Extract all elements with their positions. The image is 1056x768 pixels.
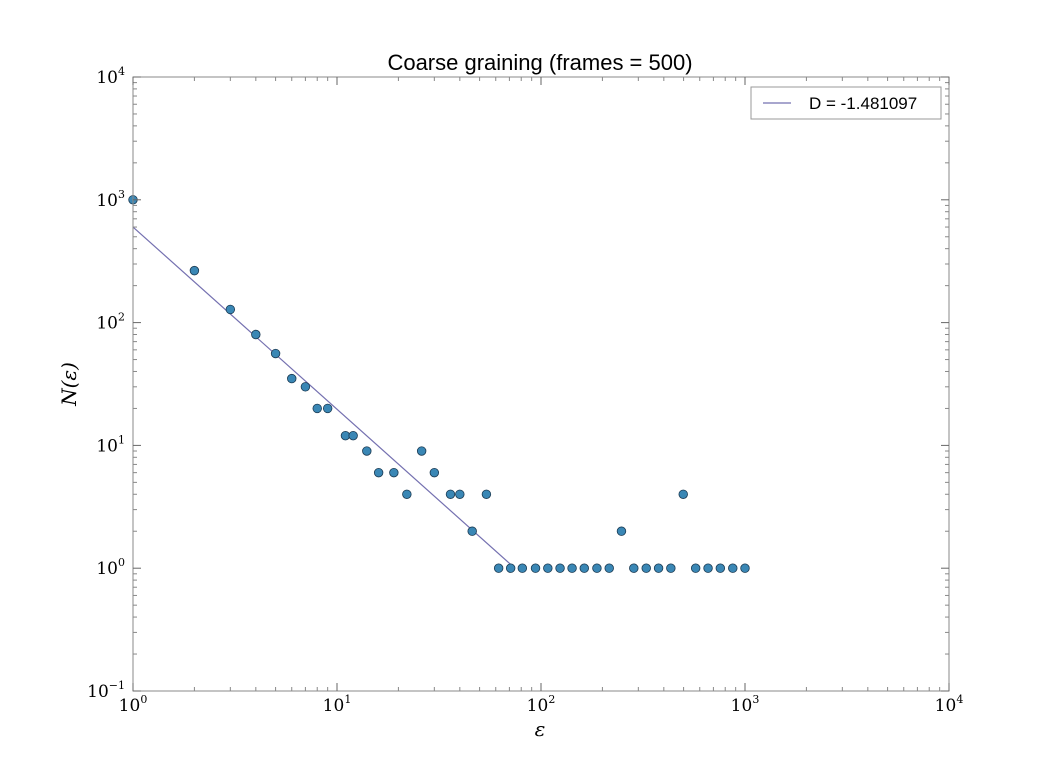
plot-area	[128, 195, 750, 573]
y-tick-label: 100	[96, 556, 125, 579]
data-point	[481, 489, 492, 499]
data-point	[287, 373, 297, 384]
y-tick-label: 104	[96, 65, 125, 88]
x-tick-label: 102	[527, 693, 556, 716]
data-point	[362, 446, 372, 456]
x-tick-label: 104	[935, 693, 964, 716]
data-point	[455, 489, 465, 499]
data-point	[312, 403, 322, 414]
x-tick-label: 100	[119, 693, 148, 716]
data-point	[530, 563, 541, 573]
plot-frame	[132, 76, 950, 692]
data-point	[225, 304, 236, 315]
data-point	[666, 563, 676, 573]
x-tick-label: 101	[323, 693, 352, 716]
data-point	[703, 563, 713, 573]
data-point	[373, 467, 384, 478]
data-point	[641, 563, 651, 573]
data-point	[690, 563, 701, 573]
data-point	[467, 526, 477, 536]
data-point	[402, 489, 412, 499]
x-axis-label: ε	[535, 717, 546, 741]
y-axis-label: N(ε)	[57, 362, 81, 407]
data-point	[189, 265, 200, 276]
data-point	[389, 467, 399, 478]
y-tick-label: 102	[96, 311, 125, 334]
data-point	[567, 563, 577, 573]
data-point	[493, 563, 504, 573]
data-point	[251, 329, 261, 340]
data-point	[543, 563, 553, 573]
data-point	[678, 489, 688, 499]
legend-label: D = -1.481097	[809, 94, 917, 113]
y-tick-label: 101	[96, 433, 125, 456]
data-point	[300, 382, 311, 392]
fit-line	[132, 226, 516, 569]
data-point	[616, 526, 627, 536]
data-point	[270, 348, 281, 359]
legend: D = -1.481097	[750, 86, 942, 120]
data-point	[429, 467, 440, 478]
data-point	[740, 563, 750, 573]
data-point	[517, 563, 528, 573]
data-point	[416, 446, 427, 456]
data-point	[604, 563, 614, 573]
data-point	[555, 563, 565, 573]
y-tick-label: 10−1	[87, 679, 125, 702]
data-point	[348, 430, 358, 441]
data-point	[728, 563, 738, 573]
x-tick-label: 103	[731, 693, 760, 716]
data-point	[579, 563, 589, 573]
data-point	[715, 563, 726, 573]
data-point	[629, 563, 639, 573]
y-tick-label: 103	[96, 188, 125, 211]
data-point	[653, 563, 664, 573]
chart-title: Coarse graining (frames = 500)	[387, 50, 692, 75]
data-point	[592, 563, 602, 573]
data-point	[445, 489, 456, 499]
data-point	[505, 563, 516, 573]
data-point	[322, 403, 333, 414]
